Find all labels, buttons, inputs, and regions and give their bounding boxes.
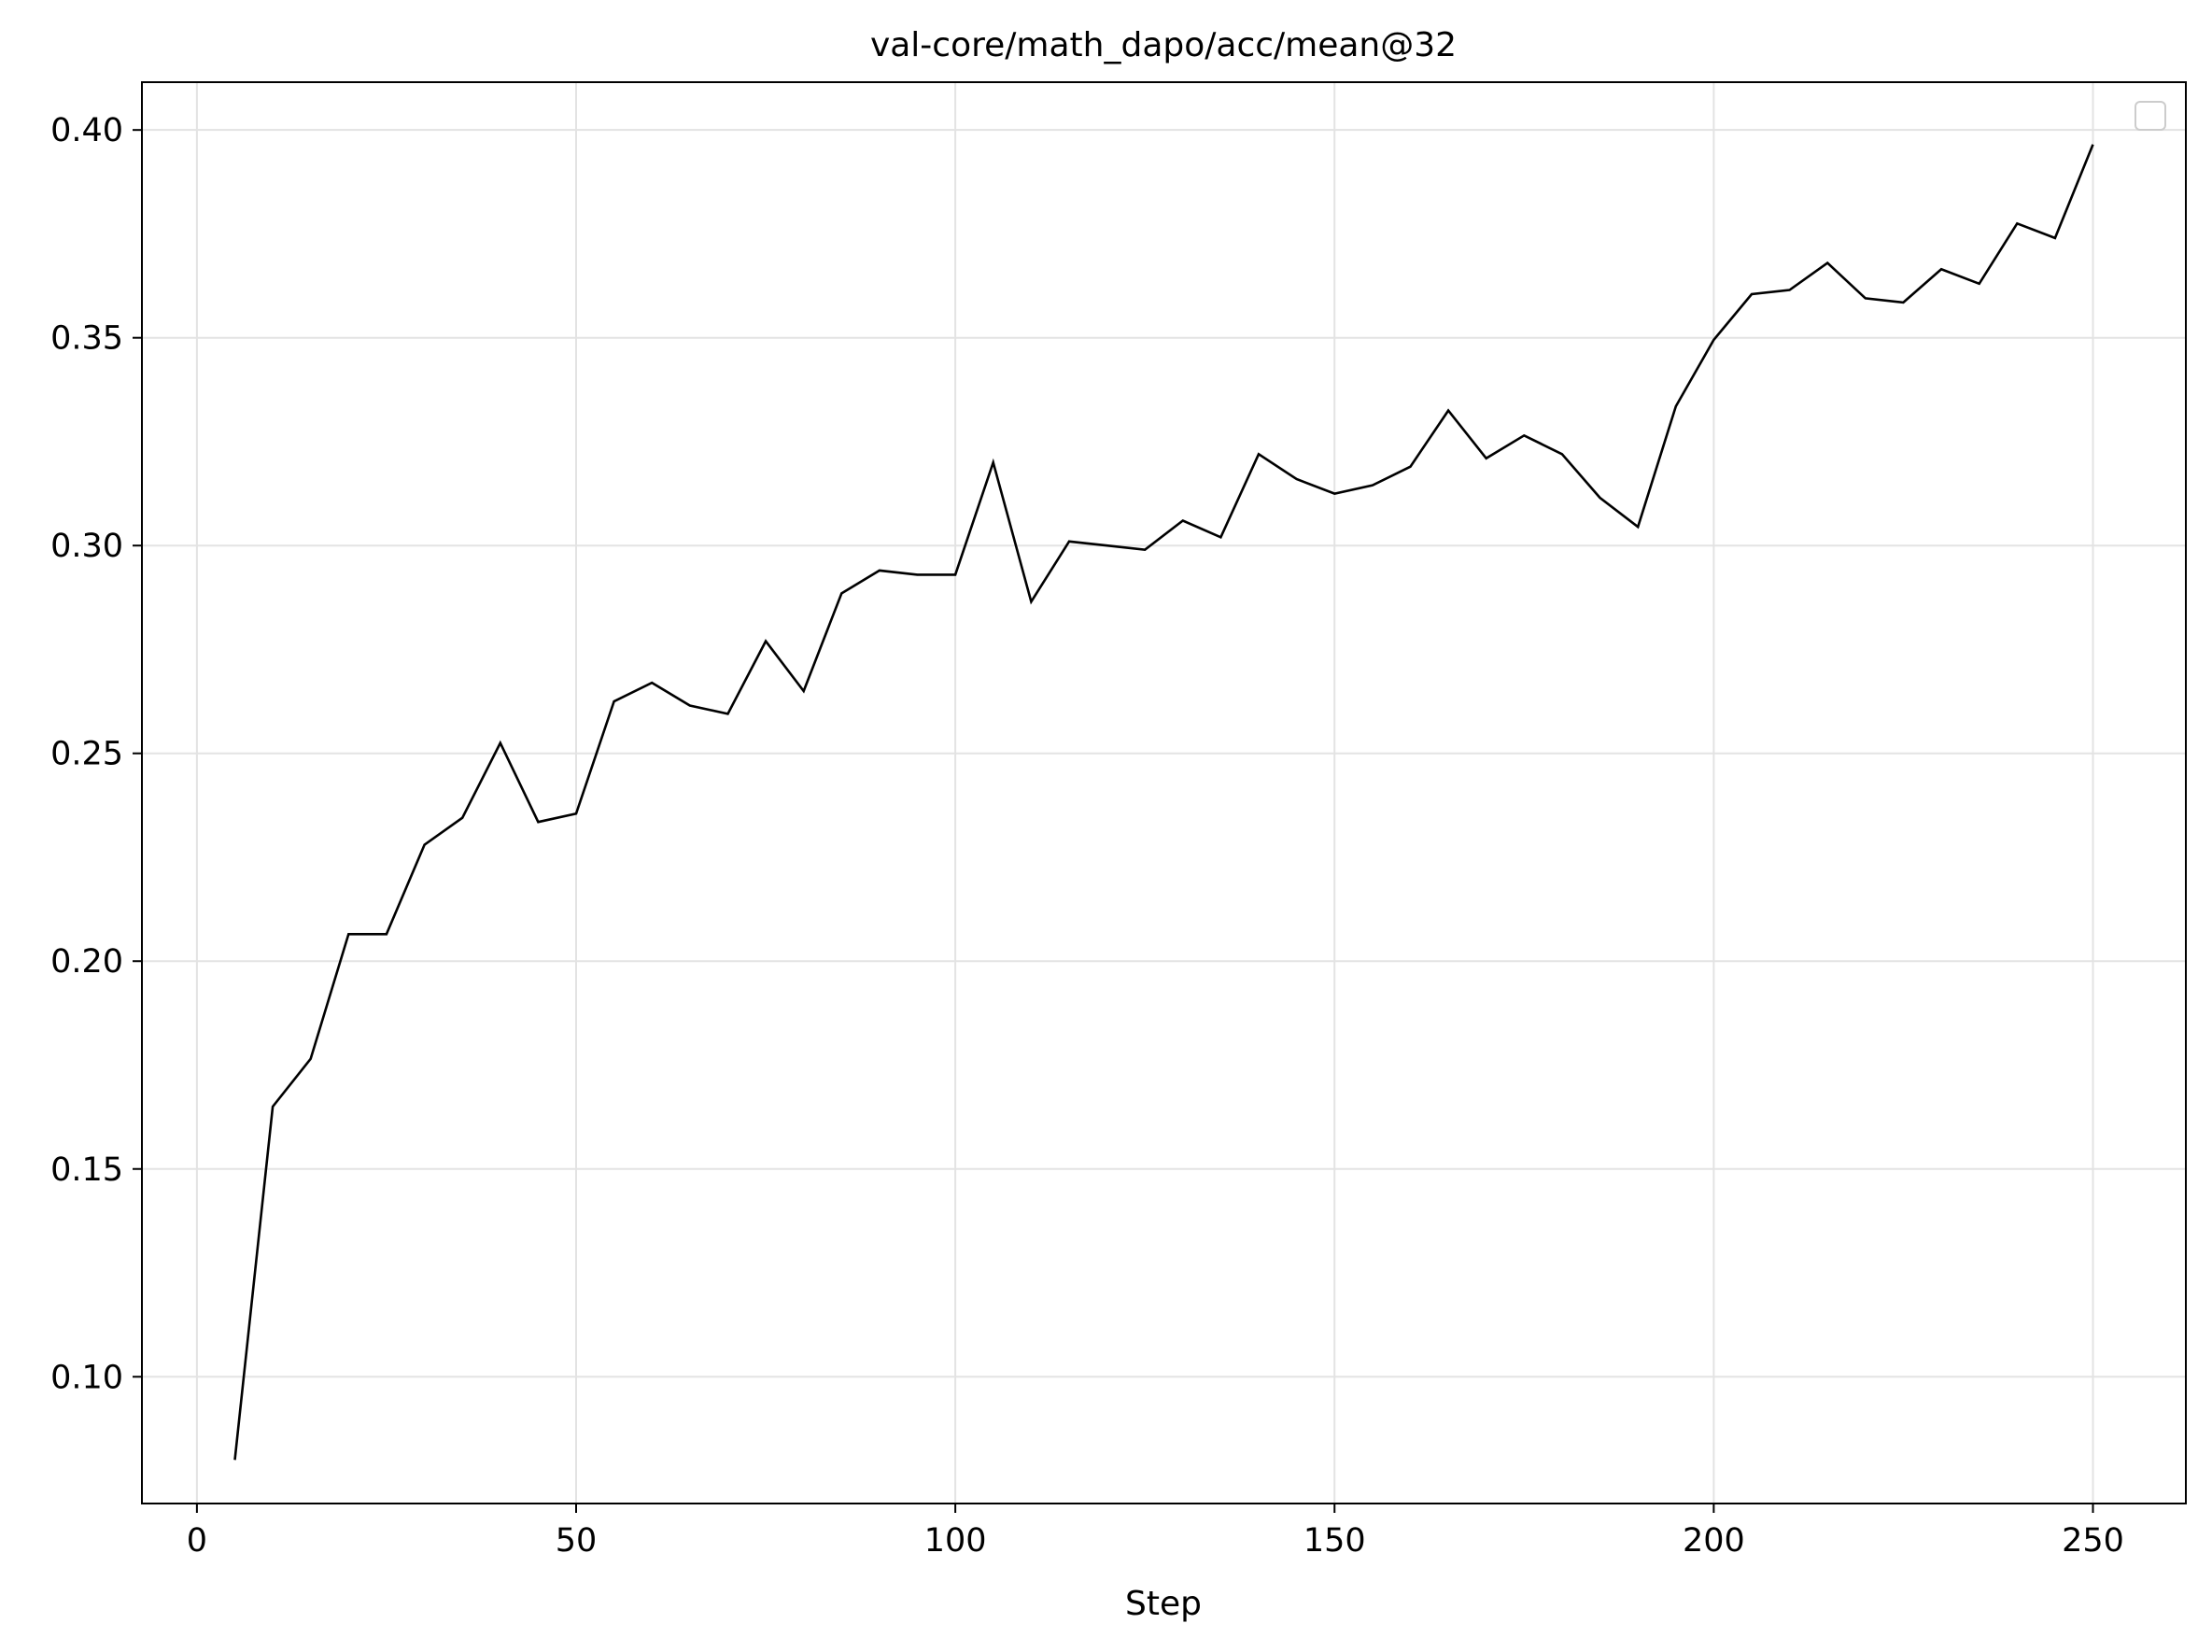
y-tick-label: 0.35 bbox=[50, 320, 123, 358]
x-axis-tick-labels: 0 50 100 150 200 250 bbox=[187, 1522, 2124, 1560]
x-axis-label: Step bbox=[1125, 1585, 1202, 1623]
x-tick-label: 50 bbox=[556, 1522, 598, 1560]
y-tick-label: 0.20 bbox=[50, 943, 123, 981]
y-tick-label: 0.40 bbox=[50, 112, 123, 149]
x-axis-ticks bbox=[195, 1504, 2094, 1513]
x-tick-label: 150 bbox=[1303, 1522, 1366, 1560]
y-tick-label: 0.15 bbox=[50, 1151, 123, 1189]
y-tick-label: 0.10 bbox=[50, 1359, 123, 1396]
x-tick-label: 250 bbox=[2062, 1522, 2124, 1560]
plot-frame bbox=[141, 81, 2187, 1504]
x-tick-label: 200 bbox=[1683, 1522, 1745, 1560]
y-tick-label: 0.30 bbox=[50, 528, 123, 565]
series-line bbox=[233, 144, 2094, 1461]
legend-box bbox=[2135, 101, 2166, 131]
chart-title: val-core/math_dapo/acc/mean@32 bbox=[870, 26, 1457, 64]
y-gridlines bbox=[142, 129, 2186, 1378]
x-tick-label: 0 bbox=[187, 1522, 207, 1560]
y-axis-ticks bbox=[133, 129, 142, 1378]
series-layer bbox=[233, 144, 2094, 1461]
y-axis-tick-labels: 0.10 0.15 0.20 0.25 0.30 0.35 0.40 bbox=[50, 112, 123, 1396]
x-tick-label: 100 bbox=[924, 1522, 987, 1560]
y-tick-label: 0.25 bbox=[50, 736, 123, 773]
x-gridlines bbox=[195, 82, 2094, 1504]
